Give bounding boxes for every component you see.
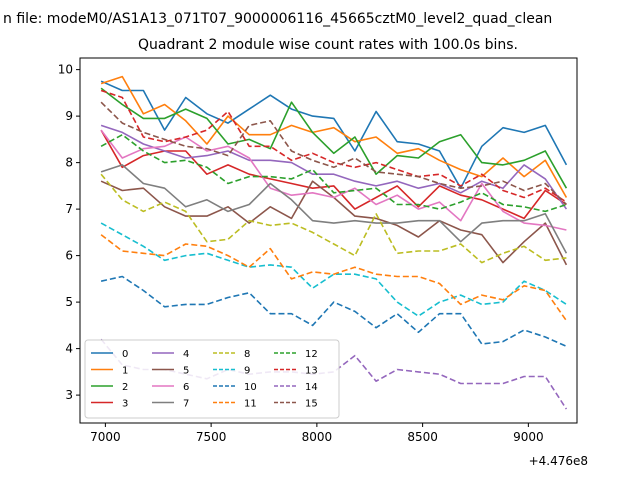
legend-label-5: 5: [183, 366, 189, 377]
series-line-15: [100, 101, 567, 206]
y-tick-label: 6: [65, 249, 73, 263]
y-tick-label: 8: [65, 156, 73, 170]
legend-label-3: 3: [122, 399, 128, 410]
legend-label-8: 8: [244, 349, 250, 360]
legend-label-6: 6: [183, 382, 189, 393]
legend-label-15: 15: [305, 399, 318, 410]
legend-label-7: 7: [183, 399, 189, 410]
legend-label-0: 0: [122, 349, 128, 360]
x-tick-label: 7000: [90, 430, 121, 444]
y-tick-label: 10: [58, 63, 73, 77]
x-tick-label: 8500: [407, 430, 438, 444]
series-line-11: [100, 234, 568, 322]
legend-label-10: 10: [244, 382, 257, 393]
series-line-6: [100, 129, 567, 231]
legend-box: [84, 339, 340, 419]
series-line-2: [100, 87, 568, 189]
series-line-0: [100, 80, 568, 189]
figure-suptitle: n file: modeM0/AS1A13_071T07_9000006116_…: [3, 11, 552, 27]
y-axis-ticks: 3 4 5 6 7 8 9 10: [58, 63, 80, 402]
x-axis-ticks: 7000 7500 8000 8500 9000: [90, 423, 544, 444]
legend-label-1: 1: [122, 366, 128, 377]
legend-label-13: 13: [305, 366, 318, 377]
series-line-12: [100, 133, 567, 213]
series-line-13: [100, 89, 567, 203]
legend-label-2: 2: [122, 382, 128, 393]
series-line-9: [100, 222, 567, 317]
y-tick-label: 5: [65, 295, 73, 309]
series-line-7: [100, 164, 568, 254]
x-tick-label: 8000: [302, 430, 333, 444]
x-axis-offset-label: +4.476e8: [529, 454, 588, 468]
y-tick-label: 3: [65, 388, 73, 402]
y-tick-label: 9: [65, 109, 73, 123]
legend-label-14: 14: [305, 382, 318, 393]
legend-label-9: 9: [244, 366, 250, 377]
series-line-10: [100, 275, 567, 348]
series-lines: [100, 75, 568, 410]
series-line-3: [100, 129, 567, 220]
axes-frame: [79, 57, 578, 424]
chart-title: Quadrant 2 module wise count rates with …: [138, 37, 518, 53]
y-tick-label: 4: [65, 342, 73, 356]
legend-label-12: 12: [305, 349, 318, 360]
x-tick-label: 9000: [513, 430, 544, 444]
x-tick-label: 7500: [196, 430, 227, 444]
legend-label-11: 11: [244, 399, 257, 410]
series-line-1: [100, 75, 568, 198]
series-line-8: [100, 173, 567, 264]
legend-label-4: 4: [183, 349, 189, 360]
y-tick-label: 7: [65, 202, 73, 216]
